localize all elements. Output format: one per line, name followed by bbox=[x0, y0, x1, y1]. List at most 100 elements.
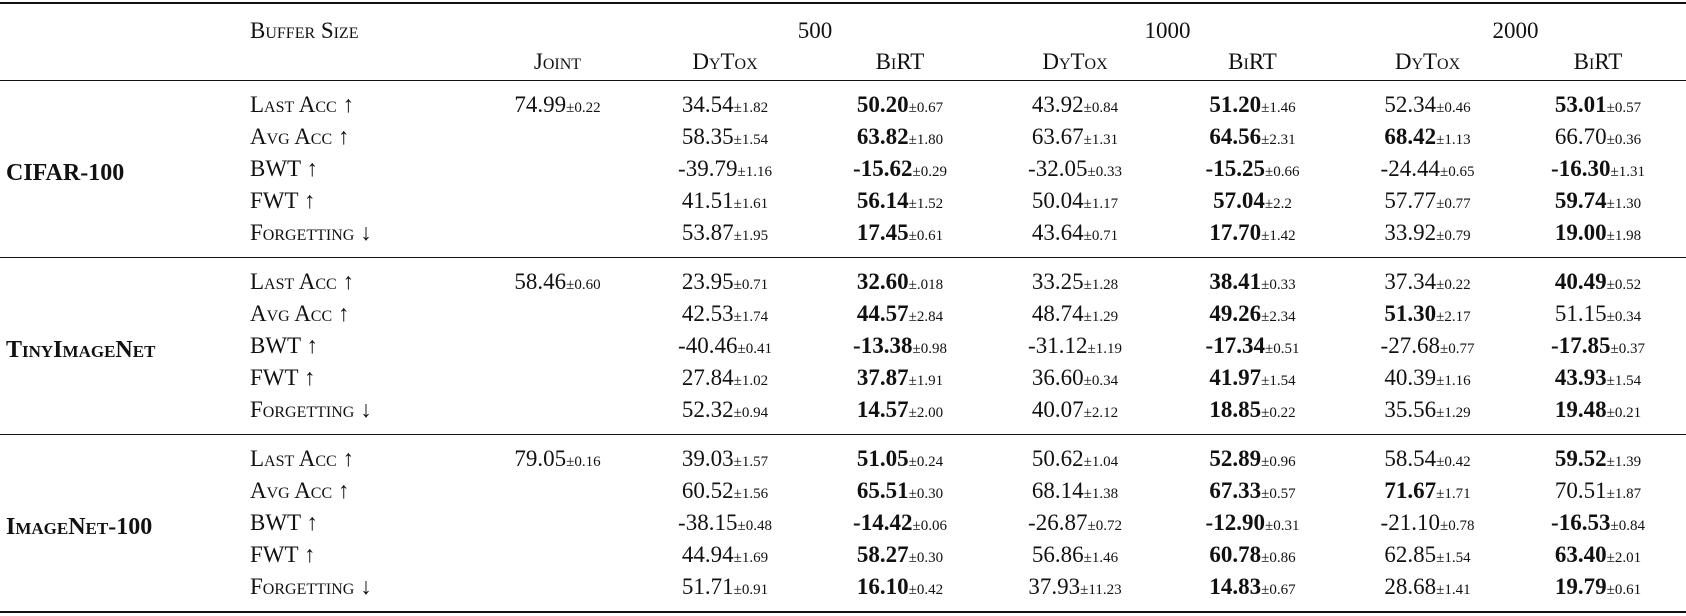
std-dev: ± bbox=[1261, 486, 1270, 502]
dytox-cell: 50.04±1.17 bbox=[990, 185, 1160, 217]
value: 59.74 bbox=[1554, 188, 1607, 213]
std-dev: ± bbox=[908, 309, 917, 325]
dytox-cell: -24.44±0.65 bbox=[1345, 153, 1510, 185]
value: 51.20 bbox=[1209, 92, 1262, 117]
birt-cell: 65.51±0.30 bbox=[810, 475, 990, 507]
birt-cell: 70.51±1.87 bbox=[1510, 475, 1686, 507]
value: 17.70 bbox=[1209, 220, 1262, 245]
std-dev-value: 0.30 bbox=[916, 486, 944, 502]
value: 56.86 bbox=[1031, 542, 1084, 567]
metric-label: Last Acc ↑ bbox=[250, 269, 354, 294]
std-dev: ± bbox=[908, 582, 917, 598]
std-dev: ± bbox=[1606, 132, 1615, 148]
std-dev-value: 1.31 bbox=[1618, 164, 1645, 180]
dataset-name: ImageNet-100 bbox=[6, 513, 153, 540]
birt-1000-header: BiRT bbox=[1228, 49, 1277, 74]
std-dev: ± bbox=[912, 164, 921, 180]
value: 79.05 bbox=[514, 446, 567, 471]
dytox-cell: 43.64±0.71 bbox=[990, 217, 1160, 258]
value: 51.71 bbox=[681, 574, 734, 599]
dytox-cell: 34.54±1.82 bbox=[640, 81, 810, 122]
std-dev: ± bbox=[1083, 373, 1092, 389]
birt-cell: 59.52±1.39 bbox=[1510, 435, 1686, 476]
std-dev-value: 1.56 bbox=[741, 486, 769, 502]
std-dev: ± bbox=[1606, 373, 1615, 389]
value: 57.04 bbox=[1213, 188, 1265, 213]
value: -24.44 bbox=[1380, 156, 1440, 181]
std-dev-value: 0.21 bbox=[1614, 405, 1642, 421]
std-dev-value: 1.39 bbox=[1614, 454, 1642, 470]
std-dev-value: 1.95 bbox=[741, 228, 769, 244]
std-dev: ± bbox=[1436, 373, 1445, 389]
table-row: BWT ↑ -38.15±0.48 -14.42±0.06 -26.87±0.72 -1… bbox=[0, 507, 1686, 539]
table-row: FWT ↑ 27.84±1.02 37.87±1.91 36.60±0.34 41.97… bbox=[0, 362, 1686, 394]
std-dev: ± bbox=[1083, 277, 1092, 293]
metric-label: Forgetting ↓ bbox=[250, 220, 372, 245]
std-dev: ± bbox=[1606, 196, 1615, 212]
birt-cell: 67.33±0.57 bbox=[1160, 475, 1345, 507]
std-dev-value: 1.04 bbox=[1091, 454, 1119, 470]
table-row: Forgetting ↓ 52.32±0.94 14.57±2.00 40.07±2.… bbox=[0, 394, 1686, 435]
value: 41.51 bbox=[681, 188, 734, 213]
dytox-cell: 51.30±2.17 bbox=[1345, 298, 1510, 330]
buffer-1000-header: 1000 bbox=[1144, 18, 1191, 43]
value: 19.48 bbox=[1554, 397, 1607, 422]
value: -17.34 bbox=[1205, 333, 1265, 358]
std-dev-value: 1.19 bbox=[1095, 341, 1122, 357]
birt-cell: 16.10±0.42 bbox=[810, 571, 990, 612]
std-dev-value: 1.29 bbox=[1444, 405, 1471, 421]
value: -26.87 bbox=[1028, 510, 1088, 535]
value: 51.30 bbox=[1384, 301, 1437, 326]
dytox-cell: 39.03±1.57 bbox=[640, 435, 810, 476]
std-dev-value: 1.71 bbox=[1444, 486, 1471, 502]
std-dev-value: 1.30 bbox=[1614, 196, 1642, 212]
metric-label: FWT ↑ bbox=[250, 188, 316, 213]
std-dev: ± bbox=[733, 132, 742, 148]
joint-cell bbox=[475, 571, 640, 612]
birt-cell: 40.49±0.52 bbox=[1510, 258, 1686, 299]
value: 19.79 bbox=[1554, 574, 1607, 599]
dataset-block: CIFAR-100 Last Acc ↑ 74.99±0.22 34.54±1.82 5… bbox=[0, 81, 1686, 258]
std-dev-value: 0.78 bbox=[1448, 518, 1475, 534]
std-dev: ± bbox=[912, 518, 921, 534]
std-dev-value: 0.65 bbox=[1448, 164, 1475, 180]
value: 37.87 bbox=[856, 365, 909, 390]
dytox-cell: 52.34±0.46 bbox=[1345, 81, 1510, 122]
std-dev: ± bbox=[908, 486, 917, 502]
table-row: FWT ↑ 44.94±1.69 58.27±0.30 56.86±1.46 60.78… bbox=[0, 539, 1686, 571]
value: -40.46 bbox=[678, 333, 738, 358]
value: 74.99 bbox=[514, 92, 567, 117]
std-dev: ± bbox=[1083, 454, 1092, 470]
std-dev-value: 0.91 bbox=[741, 582, 769, 598]
joint-cell bbox=[475, 298, 640, 330]
birt-cell: 51.15±0.34 bbox=[1510, 298, 1686, 330]
std-dev-value: 0.46 bbox=[1444, 100, 1471, 116]
std-dev: ± bbox=[1087, 341, 1096, 357]
std-dev: ± bbox=[1261, 228, 1270, 244]
metric-label: FWT ↑ bbox=[250, 542, 316, 567]
std-dev-value: 1.46 bbox=[1269, 100, 1296, 116]
std-dev: ± bbox=[1083, 550, 1092, 566]
std-dev-value: 0.84 bbox=[1618, 518, 1645, 534]
table-header: Buffer Size 500 1000 2000 Joint DyTox Bi… bbox=[0, 3, 1686, 81]
value: 14.83 bbox=[1209, 574, 1262, 599]
dytox-cell: 71.67±1.71 bbox=[1345, 475, 1510, 507]
dytox-cell: 43.92±0.84 bbox=[990, 81, 1160, 122]
std-dev-value: 0.72 bbox=[1095, 518, 1122, 534]
birt-cell: 37.87±1.91 bbox=[810, 362, 990, 394]
std-dev: ± bbox=[1606, 405, 1615, 421]
value: 40.39 bbox=[1384, 365, 1437, 390]
std-dev-value: 0.79 bbox=[1444, 228, 1471, 244]
std-dev: ± bbox=[1261, 132, 1270, 148]
birt-cell: 14.83±0.67 bbox=[1160, 571, 1345, 612]
std-dev-value: 1.52 bbox=[916, 196, 944, 212]
value: -17.85 bbox=[1551, 333, 1611, 358]
std-dev-value: 1.54 bbox=[1269, 373, 1296, 389]
value: 68.14 bbox=[1031, 478, 1084, 503]
value: -39.79 bbox=[678, 156, 738, 181]
table-row: TinyImageNet Last Acc ↑ 58.46±0.60 23.95±0.… bbox=[0, 258, 1686, 363]
std-dev: ± bbox=[733, 486, 742, 502]
std-dev: ± bbox=[1083, 486, 1092, 502]
std-dev: ± bbox=[733, 405, 742, 421]
value: 35.56 bbox=[1384, 397, 1437, 422]
